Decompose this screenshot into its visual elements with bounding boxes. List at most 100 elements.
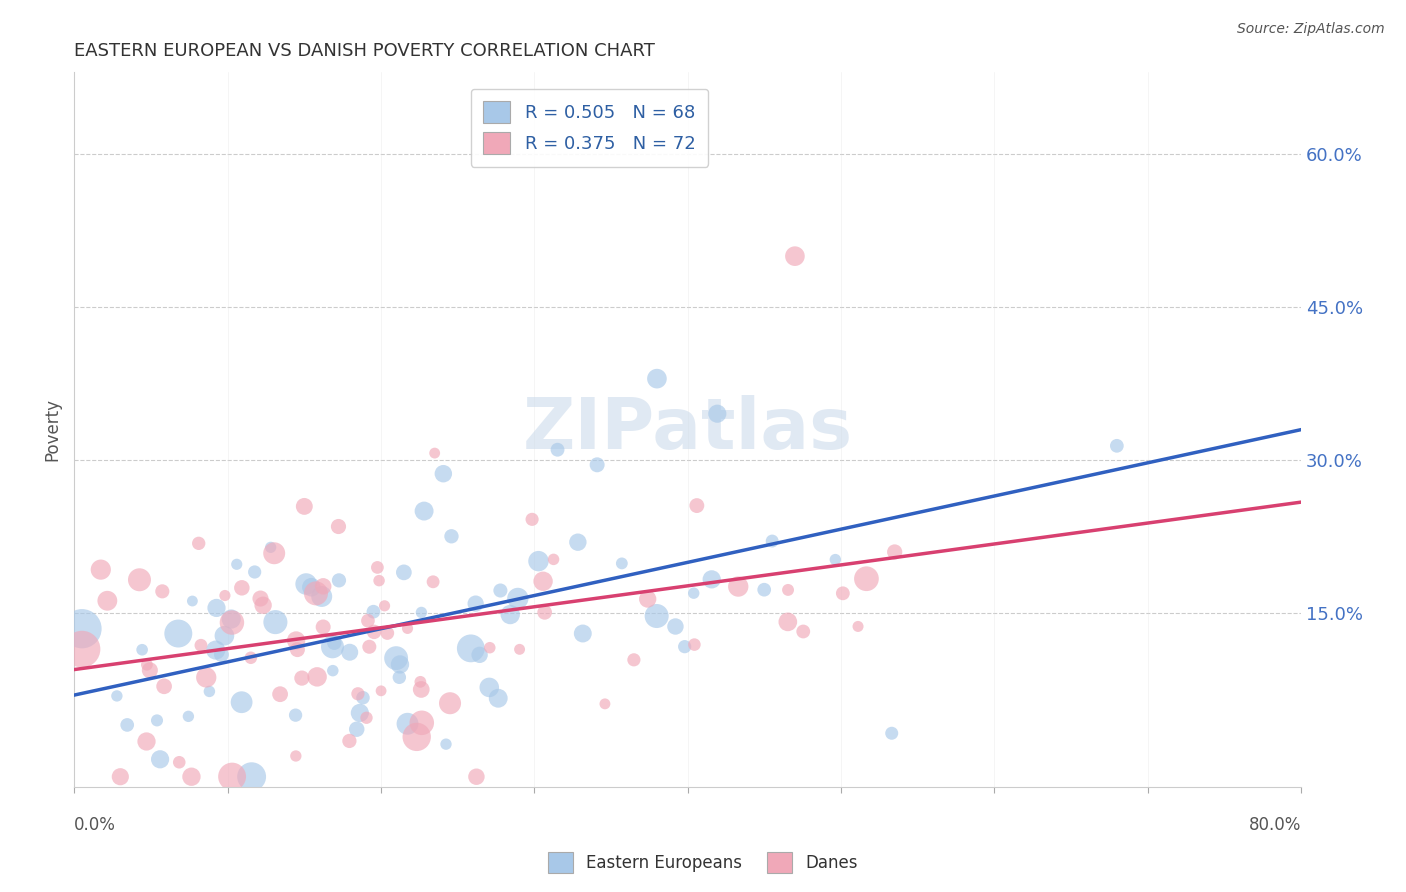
- Point: [264, 615, 287, 629]
- Point: [299, 580, 322, 594]
- Point: [221, 615, 243, 630]
- Point: [209, 648, 232, 662]
- Point: [388, 670, 411, 684]
- Point: [339, 734, 361, 748]
- Point: [754, 582, 776, 597]
- Point: [346, 723, 368, 737]
- Point: [70, 622, 93, 636]
- Point: [883, 545, 905, 559]
- Point: [434, 737, 457, 751]
- Point: [392, 566, 415, 580]
- Point: [312, 620, 335, 634]
- Point: [783, 249, 806, 263]
- Point: [263, 546, 285, 560]
- Point: [323, 636, 346, 650]
- Point: [610, 557, 633, 571]
- Point: [377, 626, 399, 640]
- Point: [149, 752, 172, 766]
- Point: [533, 606, 555, 620]
- Point: [167, 756, 190, 770]
- Legend: R = 0.505   N = 68, R = 0.375   N = 72: R = 0.505 N = 68, R = 0.375 N = 72: [471, 88, 709, 167]
- Point: [460, 641, 482, 656]
- Point: [623, 653, 645, 667]
- Point: [422, 574, 444, 589]
- Point: [214, 589, 236, 603]
- Point: [135, 734, 157, 748]
- Point: [260, 541, 283, 555]
- Point: [153, 679, 176, 693]
- Point: [295, 577, 318, 591]
- Point: [440, 529, 463, 543]
- Point: [531, 574, 554, 589]
- Point: [321, 640, 343, 654]
- Point: [363, 605, 385, 619]
- Point: [284, 708, 307, 723]
- Point: [180, 770, 202, 784]
- Point: [761, 534, 783, 549]
- Point: [586, 458, 609, 472]
- Point: [284, 749, 307, 764]
- Point: [240, 770, 263, 784]
- Point: [645, 371, 668, 385]
- Point: [214, 629, 236, 643]
- Point: [225, 558, 247, 572]
- Point: [776, 582, 799, 597]
- Point: [135, 657, 157, 672]
- Point: [167, 626, 190, 640]
- Point: [411, 606, 433, 620]
- Point: [423, 446, 446, 460]
- Point: [70, 642, 93, 657]
- Point: [792, 624, 814, 639]
- Point: [128, 573, 150, 587]
- Point: [252, 599, 274, 613]
- Point: [311, 590, 333, 604]
- Point: [187, 536, 209, 550]
- Point: [486, 691, 509, 706]
- Point: [396, 716, 419, 731]
- Point: [478, 681, 501, 695]
- Point: [312, 579, 335, 593]
- Point: [700, 572, 723, 586]
- Text: EASTERN EUROPEAN VS DANISH POVERTY CORRELATION CHART: EASTERN EUROPEAN VS DANISH POVERTY CORRE…: [75, 42, 655, 60]
- Text: 0.0%: 0.0%: [75, 815, 117, 833]
- Point: [190, 638, 212, 652]
- Point: [432, 467, 454, 481]
- Point: [139, 663, 162, 677]
- Point: [645, 609, 668, 624]
- Point: [249, 591, 271, 606]
- Point: [131, 642, 153, 657]
- Text: ZIPatlas: ZIPatlas: [523, 395, 852, 464]
- Point: [409, 674, 432, 689]
- Point: [489, 583, 512, 598]
- Point: [824, 552, 846, 566]
- Point: [231, 695, 253, 709]
- Point: [478, 640, 501, 655]
- Point: [96, 594, 118, 608]
- Point: [468, 648, 491, 662]
- Point: [291, 671, 314, 685]
- Point: [880, 726, 903, 740]
- Point: [150, 584, 173, 599]
- Point: [509, 642, 531, 657]
- Point: [673, 640, 696, 654]
- Point: [205, 601, 228, 615]
- Point: [322, 664, 344, 678]
- Point: [90, 563, 112, 577]
- Point: [413, 504, 436, 518]
- Point: [682, 586, 704, 600]
- Text: 80.0%: 80.0%: [1249, 815, 1301, 833]
- Point: [411, 715, 433, 730]
- Point: [359, 640, 381, 654]
- Point: [727, 580, 749, 594]
- Legend: Eastern Europeans, Danes: Eastern Europeans, Danes: [541, 846, 865, 880]
- Point: [368, 574, 391, 588]
- Point: [231, 581, 253, 595]
- Point: [243, 565, 266, 579]
- Text: Source: ZipAtlas.com: Source: ZipAtlas.com: [1237, 22, 1385, 37]
- Point: [439, 696, 461, 710]
- Point: [547, 442, 569, 457]
- Point: [686, 499, 709, 513]
- Point: [593, 697, 616, 711]
- Point: [305, 586, 328, 600]
- Point: [464, 597, 486, 611]
